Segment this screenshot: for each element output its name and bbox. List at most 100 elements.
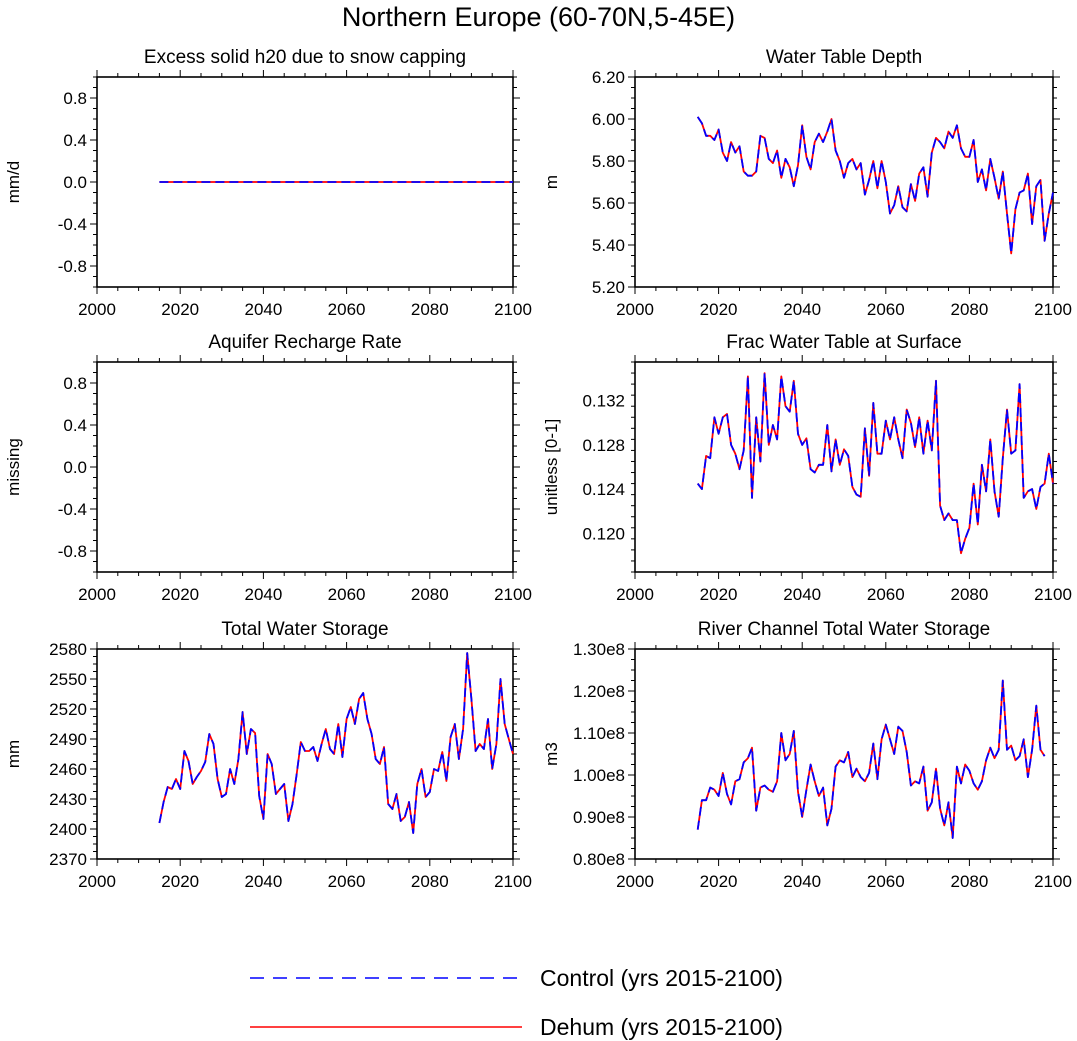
series-line-control (158, 652, 514, 834)
x-tick-label: 2060 (867, 300, 905, 319)
y-tick-label: 0.8 (63, 374, 87, 393)
y-tick-label: 2580 (49, 640, 87, 659)
x-tick-label: 2020 (700, 585, 738, 604)
y-axis-label: mm/d (4, 161, 23, 204)
y-tick-label: 1.00e8 (573, 766, 625, 785)
x-tick-label: 2040 (783, 585, 821, 604)
y-tick-label: 5.40 (592, 236, 625, 255)
y-tick-label: 2490 (49, 730, 87, 749)
y-tick-label: 2370 (49, 850, 87, 869)
x-tick-label: 2040 (783, 300, 821, 319)
x-tick-label: 2100 (494, 872, 532, 891)
x-tick-label: 2080 (411, 872, 449, 891)
x-tick-label: 2040 (783, 872, 821, 891)
x-tick-label: 2000 (78, 300, 116, 319)
y-tick-label: 5.60 (592, 194, 625, 213)
panel-title: Frac Water Table at Surface (726, 332, 962, 353)
y-tick-label: 0.8 (63, 89, 87, 108)
series-line-control (696, 116, 1054, 255)
x-tick-label: 2000 (616, 872, 654, 891)
y-tick-label: 5.20 (592, 278, 625, 297)
y-axis-label: m3 (542, 742, 561, 766)
series-line-dehum (696, 116, 1054, 255)
y-tick-label: 0.132 (582, 392, 625, 411)
y-tick-label: 1.20e8 (573, 682, 625, 701)
x-tick-label: 2020 (700, 872, 738, 891)
y-tick-label: -0.4 (58, 215, 87, 234)
x-tick-label: 2040 (244, 585, 282, 604)
panel-title: Aquifer Recharge Rate (208, 332, 401, 353)
chart-panel-2: Water Table Depth 2000 2020 2040 2060 2080 210… (542, 47, 1072, 319)
x-tick-label: 2020 (700, 300, 738, 319)
x-tick-label: 2100 (1034, 300, 1072, 319)
x-tick-label: 2020 (161, 585, 199, 604)
y-tick-label: 0.90e8 (573, 808, 625, 827)
chart-panel-6: River Channel Total Water Storage 2000 202… (542, 619, 1072, 891)
chart-panel-5: Total Water Storage 2000 2020 2040 2060 2080 2… (4, 619, 532, 891)
x-tick-label: 2080 (950, 585, 988, 604)
y-tick-label: 2550 (49, 670, 87, 689)
x-tick-label: 2100 (494, 300, 532, 319)
plot-frame (96, 648, 514, 860)
x-tick-label: 2000 (616, 585, 654, 604)
y-tick-label: 0.4 (63, 131, 87, 150)
y-tick-label: 0.4 (63, 416, 87, 435)
x-tick-label: 2100 (494, 585, 532, 604)
y-tick-label: 2520 (49, 700, 87, 719)
x-tick-label: 2080 (411, 585, 449, 604)
y-tick-label: 0.80e8 (573, 850, 625, 869)
y-axis-label: missing (4, 438, 23, 496)
y-tick-label: -0.8 (58, 542, 87, 561)
y-tick-label: 2400 (49, 820, 87, 839)
x-tick-label: 2060 (328, 585, 366, 604)
x-tick-label: 2080 (950, 872, 988, 891)
y-tick-label: -0.4 (58, 500, 87, 519)
legend-label-dehum: Dehum (yrs 2015-2100) (540, 1014, 783, 1040)
x-tick-label: 2040 (244, 872, 282, 891)
x-tick-label: 2000 (616, 300, 654, 319)
x-tick-label: 2000 (78, 872, 116, 891)
y-tick-label: 6.20 (592, 68, 625, 87)
chart-panel-4: Frac Water Table at Surface 2000 2020 2040 2… (542, 332, 1072, 604)
legend: Control (yrs 2015-2100) Dehum (yrs 2015-… (250, 965, 783, 1040)
x-tick-label: 2020 (161, 872, 199, 891)
panel-title: River Channel Total Water Storage (698, 619, 991, 640)
y-tick-label: -0.8 (58, 257, 87, 276)
series-line-control (696, 679, 1046, 839)
legend-label-control: Control (yrs 2015-2100) (540, 965, 783, 991)
y-tick-label: 5.80 (592, 152, 625, 171)
x-tick-label: 2000 (78, 585, 116, 604)
y-axis-label: m (542, 175, 561, 189)
y-tick-label: 0.124 (582, 480, 625, 499)
chart-panel-1: Excess solid h20 due to snow capping 2000… (4, 47, 532, 319)
plot-frame (96, 361, 514, 573)
x-tick-label: 2060 (867, 872, 905, 891)
x-tick-label: 2060 (328, 872, 366, 891)
y-tick-label: 1.30e8 (573, 640, 625, 659)
plot-frame (634, 76, 1054, 288)
x-tick-label: 2080 (411, 300, 449, 319)
y-tick-label: 0.0 (63, 173, 87, 192)
figure-title: Northern Europe (60-70N,5-45E) (341, 2, 736, 32)
y-tick-label: 0.0 (63, 458, 87, 477)
panel-title: Total Water Storage (221, 619, 388, 640)
y-tick-label: 2430 (49, 790, 87, 809)
x-tick-label: 2080 (950, 300, 988, 319)
y-tick-label: 6.00 (592, 110, 625, 129)
x-tick-label: 2060 (867, 585, 905, 604)
chart-panels: Excess solid h20 due to snow capping 2000… (4, 47, 1072, 891)
x-tick-label: 2020 (161, 300, 199, 319)
x-tick-label: 2060 (328, 300, 366, 319)
series-line-dehum (696, 372, 1054, 555)
y-tick-label: 1.10e8 (573, 724, 625, 743)
y-tick-label: 0.128 (582, 436, 625, 455)
x-tick-label: 2100 (1034, 872, 1072, 891)
y-tick-label: 2460 (49, 760, 87, 779)
panel-title: Water Table Depth (766, 47, 922, 68)
x-tick-label: 2100 (1034, 585, 1072, 604)
chart-panel-3: Aquifer Recharge Rate 2000 2020 2040 2060 208… (4, 332, 532, 604)
plot-frame (634, 361, 1054, 573)
x-tick-label: 2040 (244, 300, 282, 319)
y-tick-label: 0.120 (582, 524, 625, 543)
